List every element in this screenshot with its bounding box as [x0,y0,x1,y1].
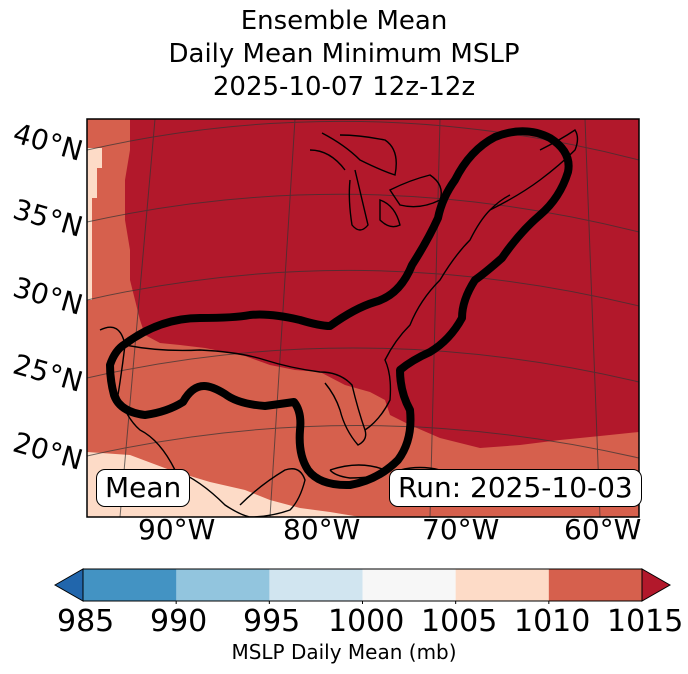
title-line-3: 2025-10-07 12z-12z [212,72,476,102]
colorbar-segment [455,569,550,601]
colorbar-segment [548,569,643,601]
colorbar-extend-low [53,568,84,602]
mean-box: Mean [96,469,191,507]
cbar-tick-1000: 1000 [328,604,405,639]
lon-label-70: 70°W [422,513,500,546]
colorbar-segment [362,569,457,601]
title-line-2: Daily Mean Minimum MSLP [168,39,520,69]
ensemble-contour [106,127,573,490]
field-1005-1010-west [87,148,102,300]
title-line-1: Ensemble Mean [240,6,448,36]
field-gt-1015 [125,119,639,448]
cbar-tick-1010: 1010 [514,604,591,639]
colorbar [53,568,672,604]
colorbar-label: MSLP Daily Mean (mb) [231,640,457,664]
colorbar-frame [82,568,643,602]
cbar-tick-1005: 1005 [421,604,498,639]
colorbar-segment [176,569,270,601]
lon-label-60: 60°W [564,513,642,546]
lon-label-80: 80°W [283,513,361,546]
lon-label-90: 90°W [138,513,216,546]
colorbar-segment [83,569,177,601]
cbar-tick-990: 990 [150,604,208,639]
cbar-tick-1015: 1015 [607,604,684,639]
colorbar-segment [269,569,363,601]
colorbar-extend-high [641,568,672,602]
cbar-tick-985: 985 [57,604,115,639]
cbar-tick-995: 995 [243,604,301,639]
map-frame [86,118,640,518]
graticule [87,119,639,517]
run-box: Run: 2025-10-03 [389,469,642,507]
